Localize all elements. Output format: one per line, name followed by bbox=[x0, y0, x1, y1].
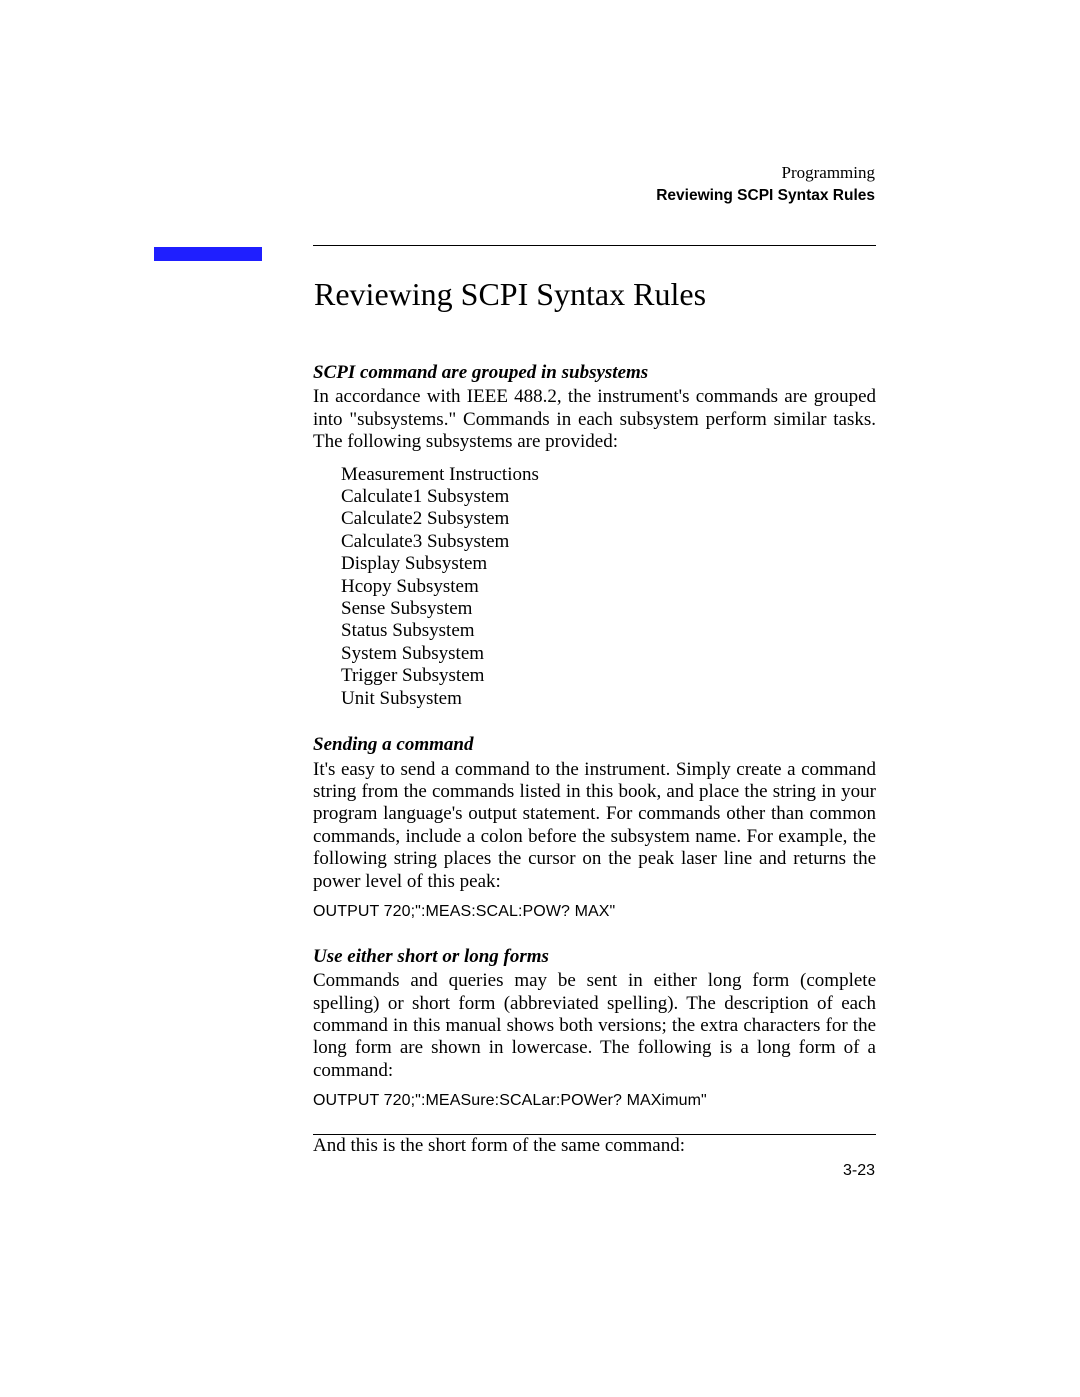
list-item: Status Subsystem bbox=[341, 620, 876, 642]
subsystem-list: Measurement Instructions Calculate1 Subs… bbox=[341, 464, 876, 710]
heading-sending: Sending a command bbox=[313, 734, 876, 756]
list-item: System Subsystem bbox=[341, 643, 876, 665]
list-item: Hcopy Subsystem bbox=[341, 576, 876, 598]
code-forms: OUTPUT 720;":MEASure:SCALar:POWer? MAXim… bbox=[313, 1092, 876, 1111]
page-title: Reviewing SCPI Syntax Rules bbox=[314, 276, 706, 313]
section-sending: Sending a command It's easy to send a co… bbox=[313, 734, 876, 922]
body-column: SCPI command are grouped in subsystems I… bbox=[313, 362, 876, 1168]
bottom-rule bbox=[313, 1134, 876, 1135]
section-subsystems: SCPI command are grouped in subsystems I… bbox=[313, 362, 876, 710]
list-item: Sense Subsystem bbox=[341, 598, 876, 620]
section-accent-bar bbox=[154, 247, 262, 261]
running-head: Programming Reviewing SCPI Syntax Rules bbox=[656, 162, 875, 206]
para-subsystems: In accordance with IEEE 488.2, the instr… bbox=[313, 386, 876, 453]
page-number: 3-23 bbox=[843, 1162, 875, 1180]
list-item: Measurement Instructions bbox=[341, 464, 876, 486]
section-forms: Use either short or long forms Commands … bbox=[313, 946, 876, 1158]
top-rule bbox=[313, 245, 876, 246]
list-item: Display Subsystem bbox=[341, 553, 876, 575]
list-item: Trigger Subsystem bbox=[341, 665, 876, 687]
para-sending: It's easy to send a command to the instr… bbox=[313, 759, 876, 893]
para-forms: Commands and queries may be sent in eith… bbox=[313, 970, 876, 1082]
list-item: Unit Subsystem bbox=[341, 688, 876, 710]
page: Programming Reviewing SCPI Syntax Rules … bbox=[0, 0, 1080, 1397]
running-head-section: Reviewing SCPI Syntax Rules bbox=[656, 186, 875, 205]
list-item: Calculate3 Subsystem bbox=[341, 531, 876, 553]
list-item: Calculate2 Subsystem bbox=[341, 508, 876, 530]
para-forms-trailing: And this is the short form of the same c… bbox=[313, 1135, 876, 1157]
heading-forms: Use either short or long forms bbox=[313, 946, 876, 968]
heading-subsystems: SCPI command are grouped in subsystems bbox=[313, 362, 876, 384]
list-item: Calculate1 Subsystem bbox=[341, 486, 876, 508]
code-sending: OUTPUT 720;":MEAS:SCAL:POW? MAX" bbox=[313, 903, 876, 922]
running-head-chapter: Programming bbox=[656, 162, 875, 183]
